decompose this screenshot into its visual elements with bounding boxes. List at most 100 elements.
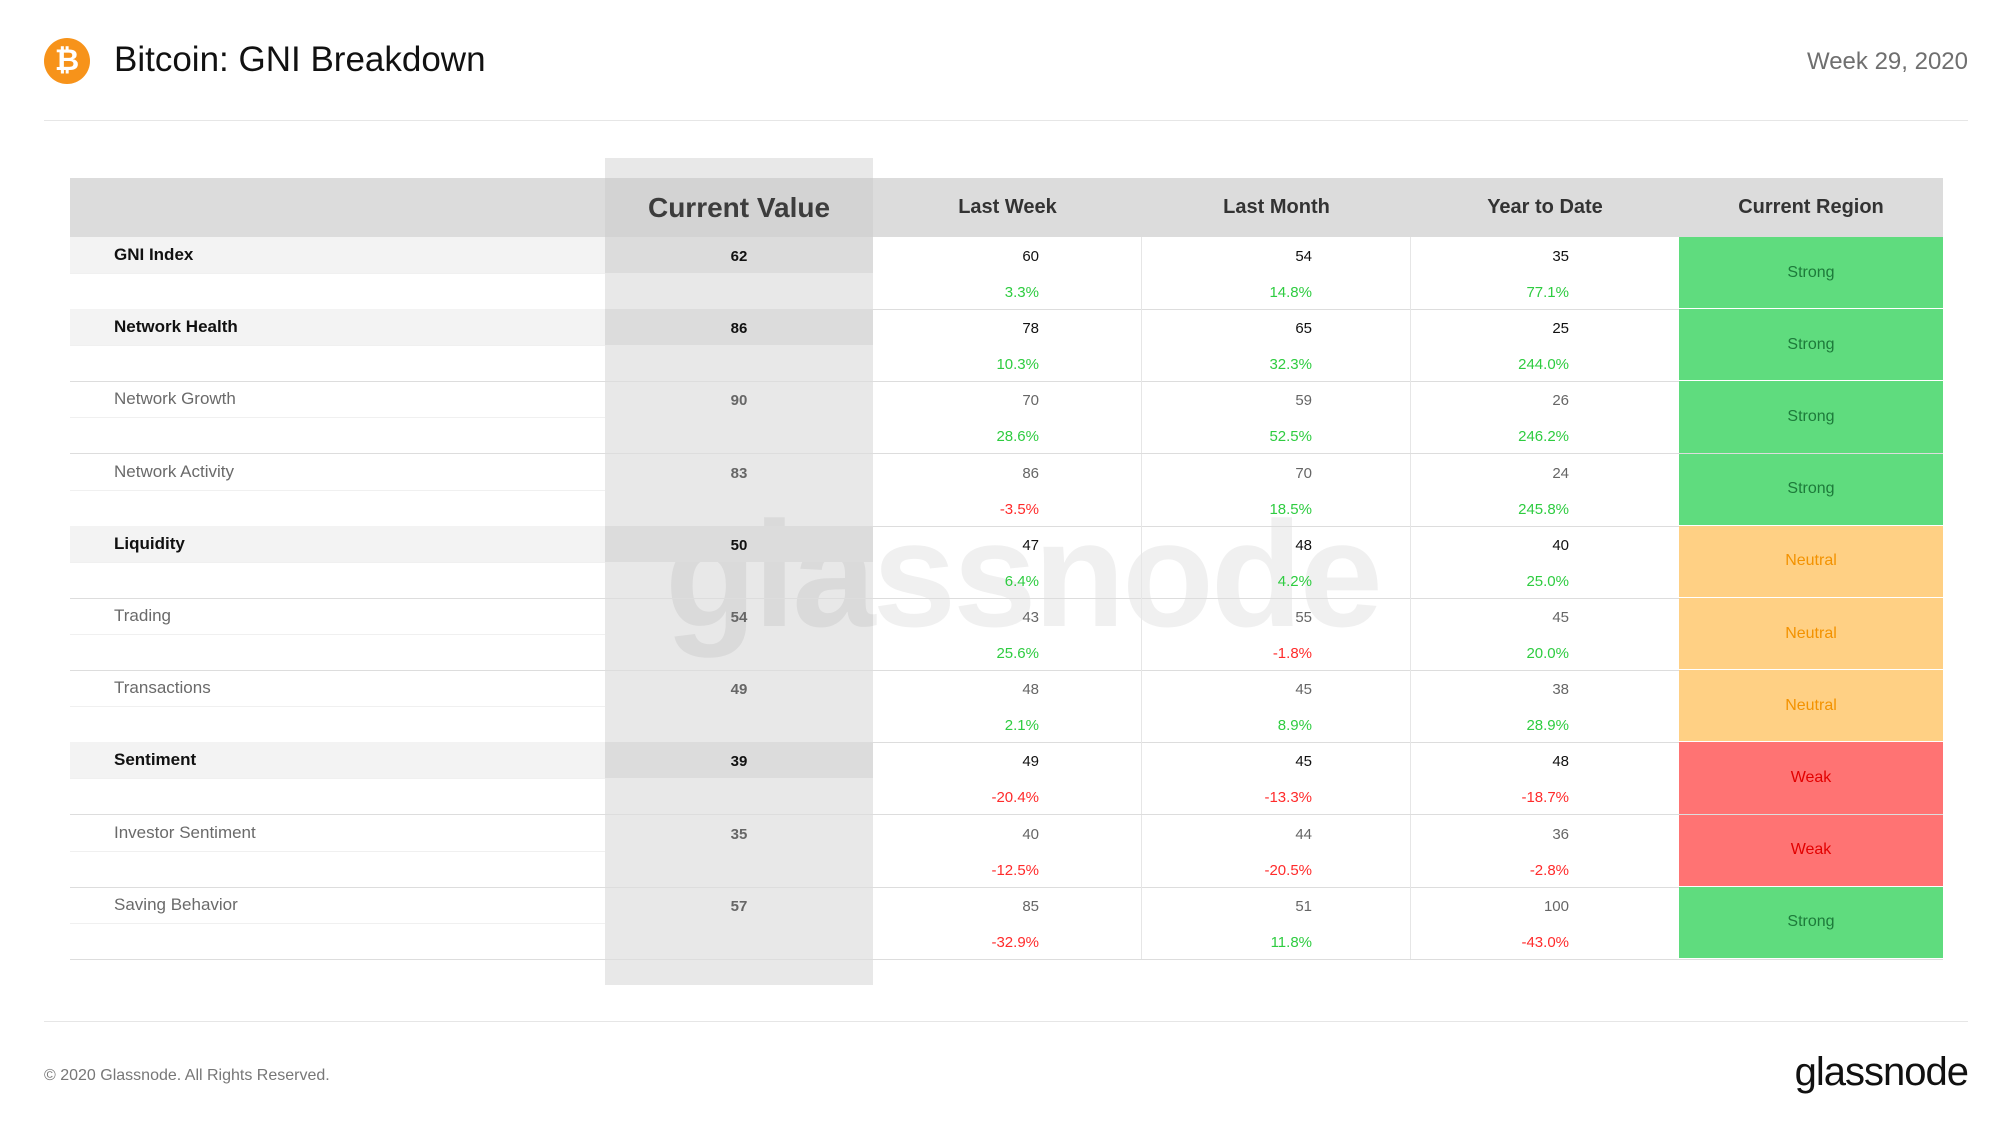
ytd-value: 40 xyxy=(1552,536,1569,554)
last-month-change: 11.8% xyxy=(1142,922,1411,959)
metric-cell: Trading xyxy=(70,598,605,634)
copyright-text: © 2020 Glassnode. All Rights Reserved. xyxy=(44,1067,330,1084)
metric-cell: GNI Index xyxy=(70,237,605,273)
metric-name: Sentiment xyxy=(114,750,197,770)
last-week-value: 86 xyxy=(873,453,1142,490)
metric-name: Network Activity xyxy=(114,461,234,481)
last-month-change: -20.5% xyxy=(1142,850,1411,887)
ytd-change: 244.0% xyxy=(1518,356,1569,374)
current-value: 62 xyxy=(605,237,873,273)
last-month-change: 18.5% xyxy=(1142,489,1411,526)
ytd-change: 28.9% xyxy=(1526,717,1569,735)
current-value-column-highlight xyxy=(605,158,873,985)
header-divider xyxy=(44,120,1968,121)
header-current-value: Current Value xyxy=(605,178,873,237)
header-metric xyxy=(70,178,605,237)
ytd-value: 48 xyxy=(1552,753,1569,771)
last-month-value: 51 xyxy=(1142,886,1411,923)
region-badge: Weak xyxy=(1679,742,1943,814)
footer-divider xyxy=(44,1021,1968,1022)
table-row: Network Health 86 78 65 25 10.3% 32.3% 244.0% St… xyxy=(70,309,1943,383)
metric-cell: Liquidity xyxy=(70,525,605,562)
current-value: 83 xyxy=(730,464,748,482)
metric-cell: Network Activity xyxy=(70,454,605,490)
ytd-change: 20.0% xyxy=(1526,645,1569,662)
region-badge: Strong xyxy=(1679,381,1943,453)
last-week-value: 49 xyxy=(873,742,1142,779)
header-last-month: Last Month xyxy=(1223,196,1330,218)
table-row: GNI Index 62 60 54 35 3.3% 14.8% 77.1% Strong xyxy=(70,237,1943,310)
table-header: Current Value Last Week Last Month Year … xyxy=(70,178,1943,237)
region-badge: Strong xyxy=(1679,886,1943,958)
last-week-change: -12.5% xyxy=(873,850,1142,887)
ytd-change: 25.0% xyxy=(1526,572,1569,590)
last-week-value: 78 xyxy=(873,309,1142,346)
last-month-value: 55 xyxy=(1142,598,1411,634)
table-row: Network Activity 83 86 70 24 -3.5% 18.5% 245.8%… xyxy=(70,453,1943,527)
metric-name: Investor Sentiment xyxy=(114,822,256,842)
last-week-change: -32.9% xyxy=(873,922,1142,959)
last-week-value: 85 xyxy=(873,886,1142,923)
last-month-value: 44 xyxy=(1142,814,1411,851)
last-week-change: 25.6% xyxy=(873,634,1142,670)
ytd-value: 35 xyxy=(1552,248,1569,265)
header-last-week: Last Week xyxy=(958,196,1057,218)
metric-cell: Transactions xyxy=(70,670,605,706)
region-badge: Strong xyxy=(1679,453,1943,525)
gni-breakdown-table: Current Value Last Week Last Month Year … xyxy=(70,158,1943,985)
current-value: 49 xyxy=(730,681,748,699)
last-week-change: 2.1% xyxy=(873,706,1142,743)
last-week-change: 3.3% xyxy=(873,273,1142,309)
header-year-to-date: Year to Date xyxy=(1487,196,1603,218)
ytd-change: 246.2% xyxy=(1518,428,1569,446)
metric-name: Network Health xyxy=(114,317,238,337)
region-badge: Neutral xyxy=(1679,525,1943,597)
page-header: ₿ Bitcoin: GNI Breakdown Week 29, 2020 xyxy=(44,38,1968,84)
last-month-value: 65 xyxy=(1142,309,1411,346)
current-value: 90 xyxy=(730,392,748,410)
region-badge: Weak xyxy=(1679,814,1943,886)
last-month-change: 52.5% xyxy=(1142,417,1411,454)
last-month-value: 48 xyxy=(1142,525,1411,562)
metric-name: Trading xyxy=(114,606,172,625)
table-row: Network Growth 90 70 59 26 28.6% 52.5% 246.2% St… xyxy=(70,381,1943,455)
page-title: Bitcoin: GNI Breakdown xyxy=(114,40,486,79)
ytd-value: 36 xyxy=(1552,825,1569,843)
table-row: Investor Sentiment 35 40 44 36 -12.5% -20.5% -2… xyxy=(70,814,1943,888)
header-current-region: Current Region xyxy=(1738,196,1884,218)
current-value: 57 xyxy=(730,897,748,915)
last-week-change: 10.3% xyxy=(873,345,1142,382)
metric-cell: Sentiment xyxy=(70,742,605,779)
region-badge: Strong xyxy=(1679,309,1943,381)
last-week-change: -3.5% xyxy=(873,489,1142,526)
last-week-value: 43 xyxy=(873,598,1142,634)
ytd-value: 24 xyxy=(1552,464,1569,482)
metric-name: Network Growth xyxy=(114,389,236,409)
table-row: Liquidity 50 47 48 40 6.4% 4.2% 25.0% Neutral xyxy=(70,525,1943,599)
last-month-change: 32.3% xyxy=(1142,345,1411,382)
last-month-change: -1.8% xyxy=(1142,634,1411,670)
table-row: Trading 54 43 55 45 25.6% -1.8% 20.0% Neutral xyxy=(70,598,1943,671)
ytd-change: -2.8% xyxy=(1529,861,1569,879)
ytd-value: 45 xyxy=(1552,609,1569,626)
week-label: Week 29, 2020 xyxy=(1806,48,1968,75)
last-month-value: 45 xyxy=(1142,742,1411,779)
last-week-value: 40 xyxy=(873,814,1142,851)
table-row: Saving Behavior 57 85 51 100 -32.9% 11.8% -43.0… xyxy=(70,886,1943,960)
region-badge: Strong xyxy=(1679,237,1943,309)
ytd-change: -43.0% xyxy=(1521,933,1569,951)
last-week-change: 6.4% xyxy=(873,561,1142,598)
metric-cell: Network Growth xyxy=(70,381,605,417)
ytd-value: 38 xyxy=(1552,681,1569,699)
current-value: 50 xyxy=(605,525,873,562)
last-month-change: 4.2% xyxy=(1142,561,1411,598)
last-week-value: 70 xyxy=(873,381,1142,418)
metric-name: GNI Index xyxy=(114,245,194,264)
metric-cell: Network Health xyxy=(70,309,605,346)
last-month-value: 59 xyxy=(1142,381,1411,418)
last-month-change: 14.8% xyxy=(1142,273,1411,309)
last-month-change: -13.3% xyxy=(1142,778,1411,815)
last-month-value: 54 xyxy=(1142,237,1411,273)
ytd-change: 77.1% xyxy=(1526,284,1569,301)
table-row: Sentiment 39 49 45 48 -20.4% -13.3% -18.7% Weak xyxy=(70,742,1943,816)
